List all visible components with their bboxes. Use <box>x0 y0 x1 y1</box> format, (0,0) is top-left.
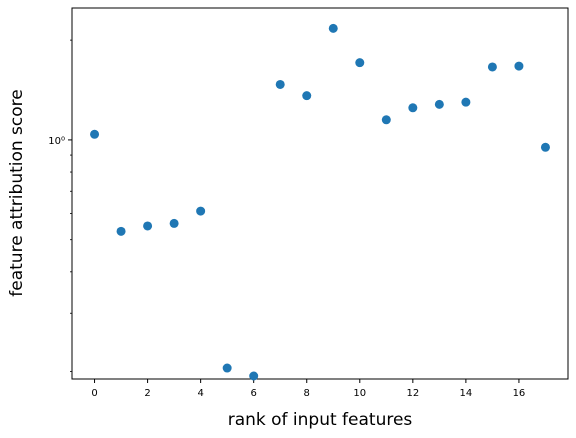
data-point <box>540 142 550 152</box>
data-point <box>461 97 471 107</box>
x-tick-label: 0 <box>91 388 97 399</box>
data-point <box>434 99 444 109</box>
data-point <box>169 218 179 228</box>
data-point <box>143 221 153 231</box>
data-point <box>487 62 497 72</box>
data-point <box>249 371 259 381</box>
data-point <box>355 58 365 68</box>
axis-ticks: 0 2 4 6 8 10 12 14 16 10⁰ <box>48 39 526 399</box>
x-tick-label: 6 <box>251 388 257 399</box>
x-tick-label: 14 <box>460 388 473 399</box>
data-points <box>90 23 550 381</box>
y-tick-label: 10⁰ <box>48 136 65 147</box>
x-tick-label: 8 <box>304 388 310 399</box>
x-tick-label: 10 <box>353 388 366 399</box>
data-point <box>116 226 126 236</box>
data-point <box>275 79 285 89</box>
x-tick-label: 4 <box>197 388 203 399</box>
x-tick-label: 16 <box>513 388 526 399</box>
data-point <box>222 363 232 373</box>
data-point <box>328 23 338 33</box>
data-point <box>514 61 524 71</box>
x-tick-label: 12 <box>406 388 419 399</box>
x-tick-label: 2 <box>144 388 150 399</box>
data-point <box>302 91 312 101</box>
plot-frame <box>71 7 569 380</box>
x-axis-label: rank of input features <box>228 410 413 430</box>
data-point <box>90 129 100 139</box>
data-point <box>381 115 391 125</box>
data-point <box>408 103 418 113</box>
y-axis-label: feature attribution score <box>7 89 27 296</box>
data-point <box>196 206 206 216</box>
